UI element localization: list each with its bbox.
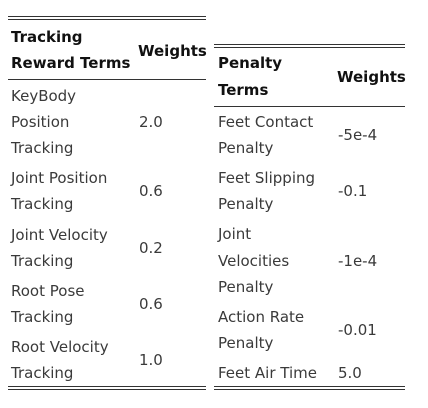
weight-joint-velocity: 0.2 — [139, 239, 163, 257]
header-rule — [214, 106, 405, 107]
term-joint-velocities-line-3: Penalty — [218, 278, 274, 296]
term-feet-slipping-line-1: Feet Slipping — [218, 169, 316, 187]
term-feet-contact-line-1: Feet Contact — [218, 113, 314, 131]
term-keybody-line-1: KeyBody — [11, 87, 77, 105]
bottom-rule-second — [8, 389, 206, 390]
term-keybody-line-3: Tracking — [11, 139, 74, 157]
top-rule — [8, 16, 206, 17]
term-action-rate-line-1: Action Rate — [218, 308, 305, 326]
term-joint-velocities-line-2: Velocities — [218, 252, 290, 270]
header-term-line-1: Penalty — [218, 54, 283, 72]
weight-root-velocity: 1.0 — [139, 351, 163, 369]
weight-action-rate: -0.01 — [338, 321, 377, 339]
bottom-rule — [8, 386, 206, 387]
term-feet-air-time: Feet Air Time — [218, 364, 317, 382]
term-joint-position-line-2: Tracking — [11, 195, 74, 213]
term-root-velocity-line-2: Tracking — [11, 364, 74, 382]
term-root-pose-line-2: Tracking — [11, 308, 74, 326]
top-rule — [214, 44, 405, 45]
weight-joint-position: 0.6 — [139, 182, 163, 200]
top-rule-second — [214, 47, 405, 48]
term-keybody-line-2: Position — [11, 113, 70, 131]
term-root-velocity-line-1: Root Velocity — [11, 338, 109, 356]
term-joint-position-line-1: Joint Position — [11, 169, 108, 187]
term-joint-velocity-line-2: Tracking — [11, 252, 74, 270]
weight-root-pose: 0.6 — [139, 295, 163, 313]
header-rule — [8, 79, 206, 80]
bottom-rule-second — [214, 389, 405, 390]
term-action-rate-line-2: Penalty — [218, 334, 274, 352]
weight-keybody: 2.0 — [139, 113, 163, 131]
weight-feet-contact: -5e-4 — [338, 126, 378, 144]
term-joint-velocity-line-1: Joint Velocity — [11, 226, 108, 244]
term-feet-contact-line-2: Penalty — [218, 139, 274, 157]
term-feet-slipping-line-2: Penalty — [218, 195, 274, 213]
weight-feet-air-time: 5.0 — [338, 364, 362, 382]
header-term-line-1: Tracking — [11, 28, 83, 46]
top-rule-second — [8, 19, 206, 20]
header-term-line-2: Terms — [218, 81, 269, 99]
weight-feet-slipping: -0.1 — [338, 182, 368, 200]
weight-joint-velocities: -1e-4 — [338, 252, 378, 270]
term-joint-velocities-line-1: Joint — [218, 225, 252, 243]
header-weights: Weights — [337, 68, 406, 86]
header-weights: Weights — [138, 42, 207, 60]
term-root-pose-line-1: Root Pose — [11, 282, 85, 300]
header-term-line-2: Reward Terms — [11, 54, 131, 72]
bottom-rule — [214, 386, 405, 387]
